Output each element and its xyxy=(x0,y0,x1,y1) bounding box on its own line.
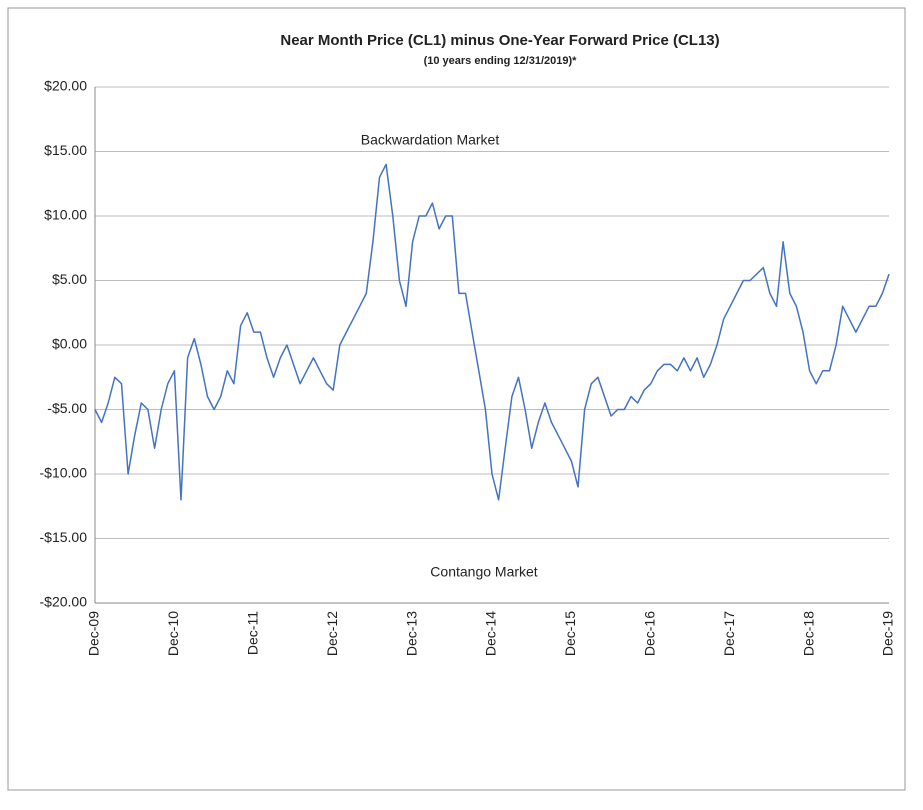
x-tick-label: Dec-14 xyxy=(483,611,499,656)
x-tick-label: Dec-11 xyxy=(245,611,261,655)
annotation: Contango Market xyxy=(430,564,538,580)
x-tick-label: Dec-13 xyxy=(403,611,419,656)
data-line xyxy=(94,163,890,501)
x-tick-label: Dec-19 xyxy=(880,611,896,656)
x-tick-label: Dec-16 xyxy=(642,611,658,656)
y-tick-label: -$20.00 xyxy=(40,594,88,610)
x-tick-label: Dec-09 xyxy=(86,611,102,656)
y-tick-label: -$15.00 xyxy=(40,529,88,545)
chart-subtitle: (10 years ending 12/31/2019)* xyxy=(424,55,578,67)
y-tick-label: $0.00 xyxy=(52,336,87,352)
y-tick-label: -$10.00 xyxy=(40,465,88,481)
y-tick-label: $5.00 xyxy=(52,271,87,287)
chart-title: Near Month Price (CL1) minus One-Year Fo… xyxy=(280,32,719,49)
x-tick-label: Dec-17 xyxy=(721,611,737,656)
y-tick-label: $15.00 xyxy=(44,142,87,158)
annotation: Backwardation Market xyxy=(361,132,500,148)
x-tick-label: Dec-12 xyxy=(324,611,340,656)
chart-frame xyxy=(7,7,906,791)
y-tick-label: $20.00 xyxy=(44,78,87,94)
x-tick-label: Dec-18 xyxy=(800,611,816,656)
y-tick-label: -$5.00 xyxy=(47,400,87,416)
x-tick-label: Dec-15 xyxy=(562,611,578,656)
x-tick-label: Dec-10 xyxy=(165,611,181,656)
y-tick-label: $10.00 xyxy=(44,207,87,223)
